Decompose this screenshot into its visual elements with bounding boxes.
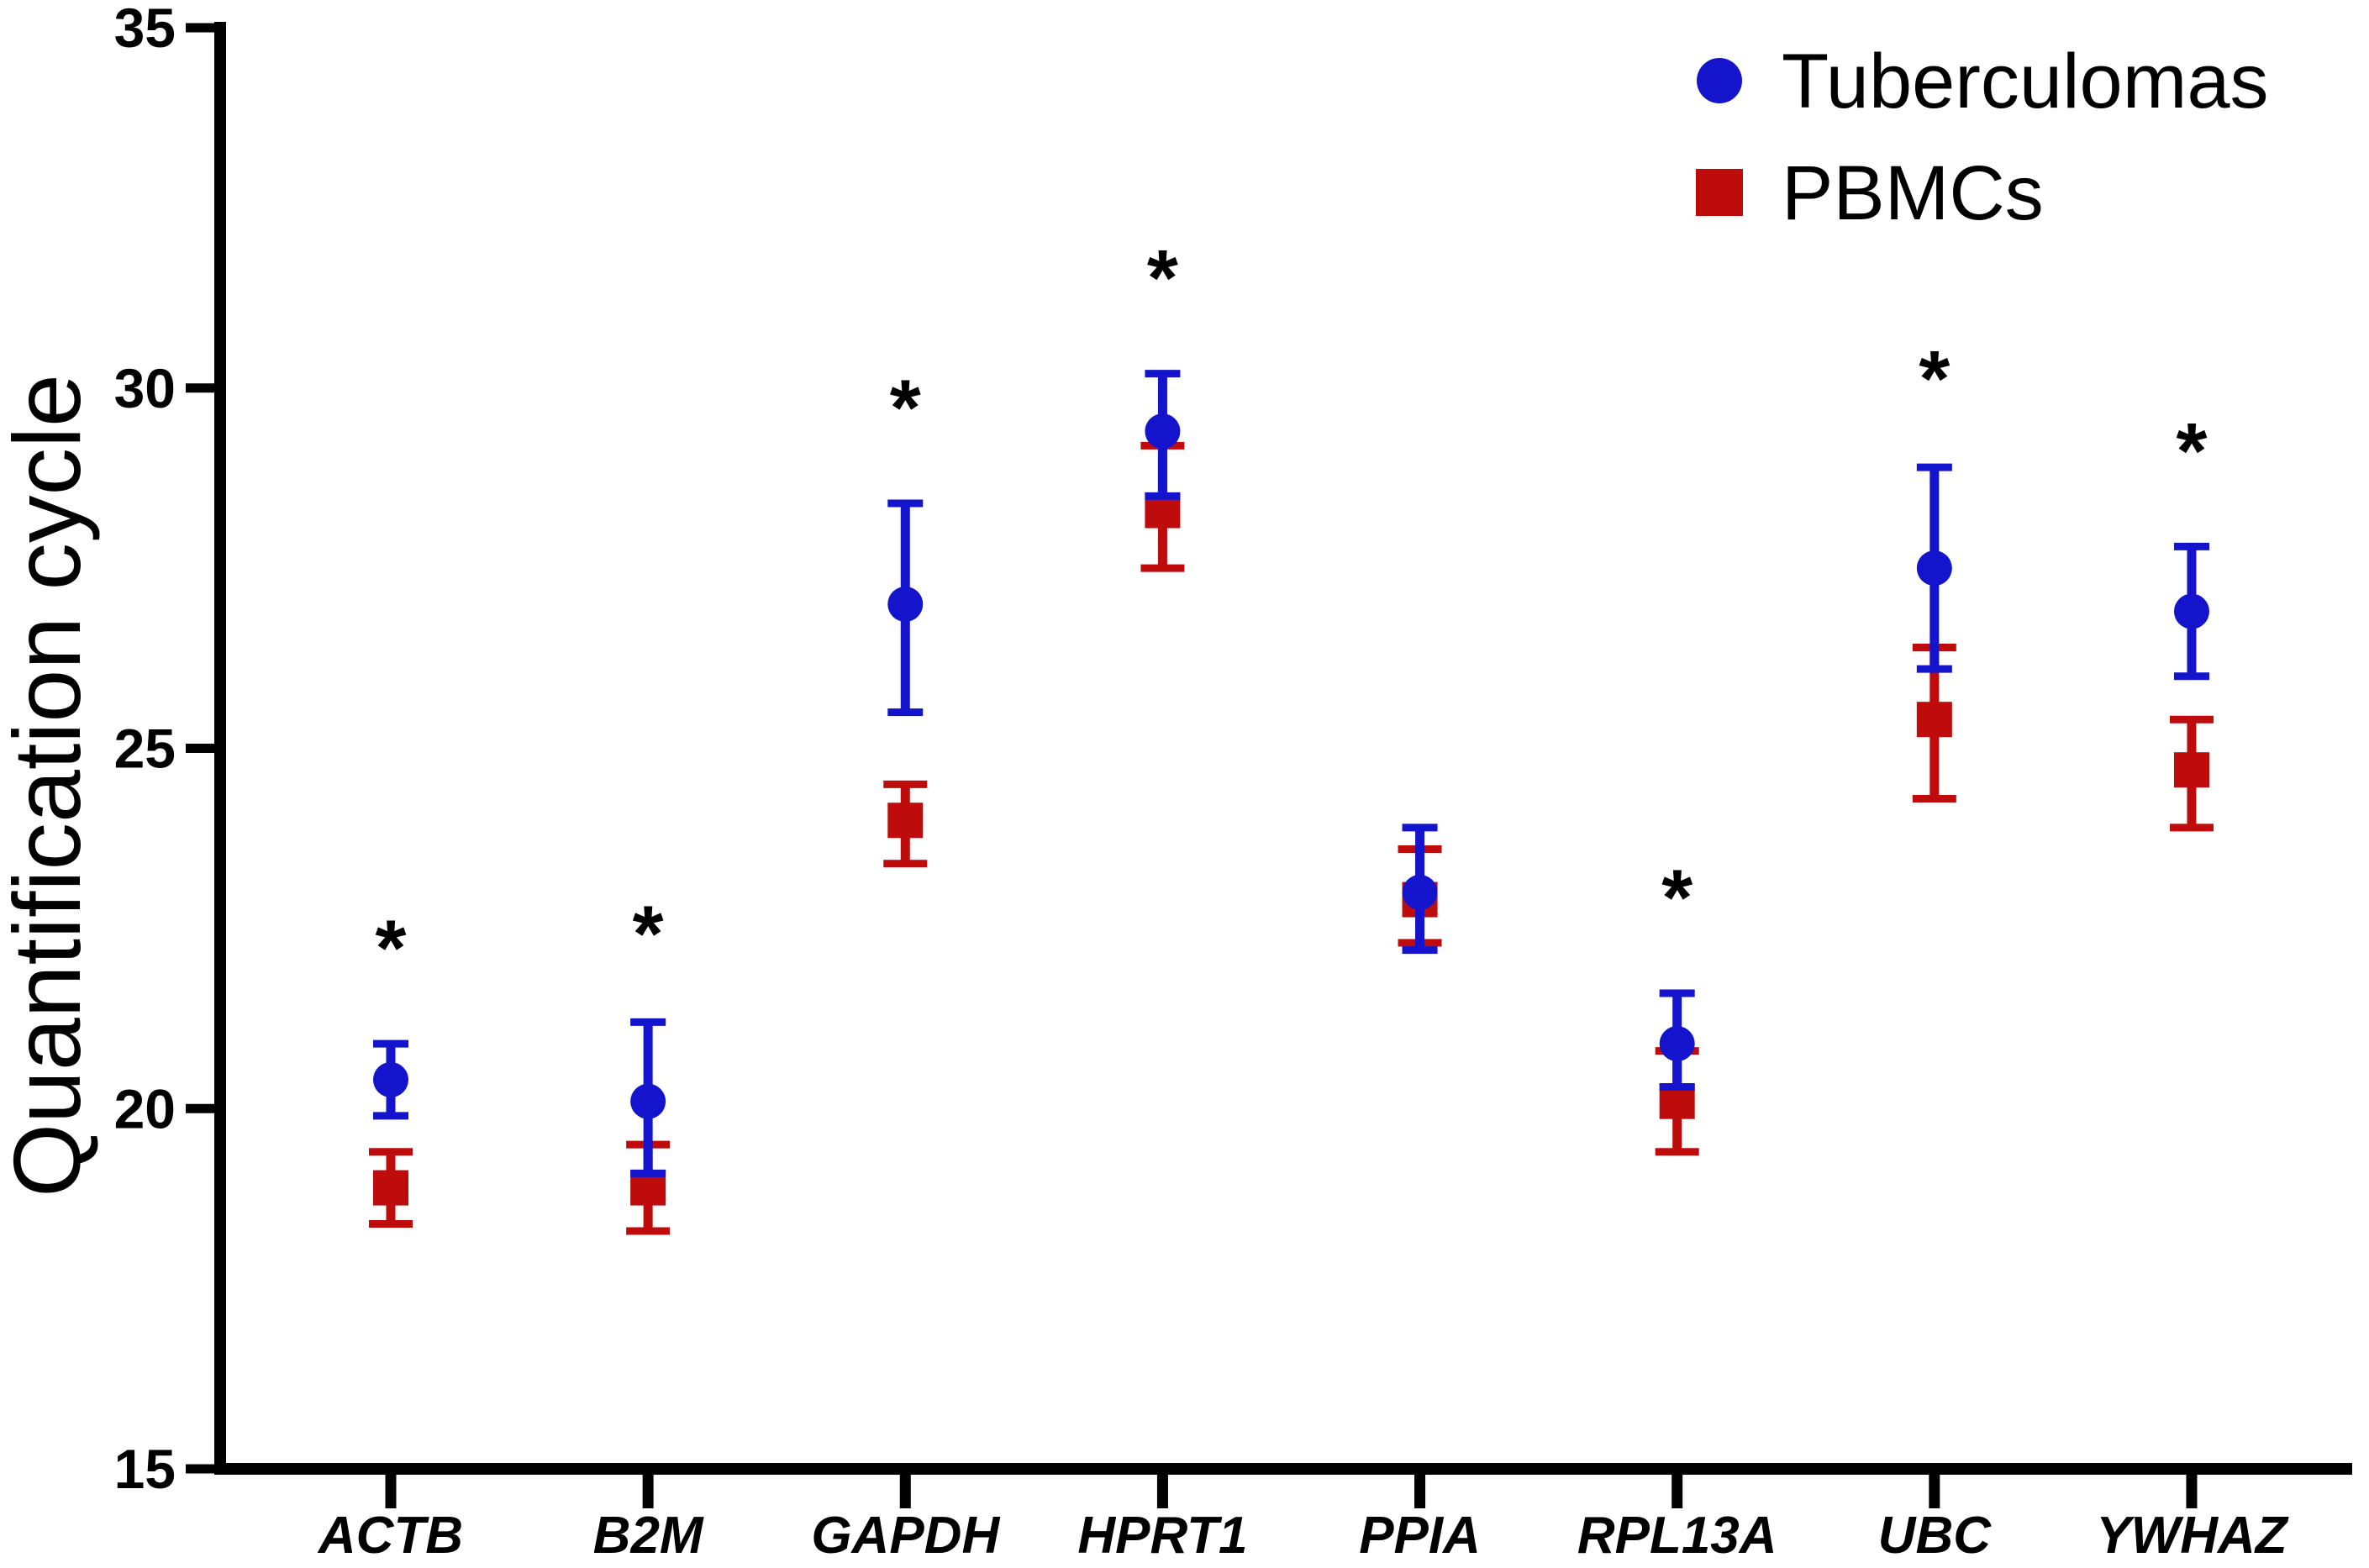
significance-asterisk: * [2176,407,2207,496]
significance-asterisk: * [633,889,664,978]
significance-asterisk: * [376,903,407,992]
x-tick-label-ubc: UBC [1878,1507,1993,1565]
legend-label: PBMCs [1782,150,2044,236]
y-tick-label: 30 [114,357,176,419]
y-tick-label: 15 [114,1438,176,1500]
x-tick-label-ppia: PPIA [1359,1507,1481,1565]
series-tuberculomas-data-point [887,587,924,622]
significance-asterisk: * [1147,234,1178,323]
series-tuberculomas-data-point [1659,1026,1695,1062]
series-tuberculomas-data-point [630,1083,666,1119]
series-tuberculomas-data-point [1916,550,1952,587]
significance-asterisk: * [1661,853,1693,942]
legend-label: Tuberculomas [1782,39,2269,124]
series-pbmcs-data-point [887,802,924,839]
x-tick-label-rpl13a: RPL13A [1577,1507,1777,1565]
x-tick-label-actb: ACTB [317,1507,463,1565]
x-tick-label-gapdh: GAPDH [811,1507,1000,1565]
series-tuberculomas-data-point [2173,593,2209,629]
series-pbmcs-data-point [2173,752,2209,788]
y-tick-label: 35 [114,0,176,59]
significance-asterisk: * [890,363,921,452]
y-axis-title: Quantification cycle [0,374,100,1197]
series-pbmcs-data-point [1916,702,1952,738]
y-tick-label: 20 [114,1077,176,1139]
x-tick-label-hprt1: HPRT1 [1077,1507,1247,1565]
series-tuberculomas-data-point [373,1061,408,1097]
significance-asterisk: * [1919,334,1950,424]
legend-marker-square [1696,169,1743,216]
x-tick-label-ywhaz: YWHAZ [2096,1507,2288,1565]
series-tuberculomas-data-point [1145,413,1181,450]
series-pbmcs-data-point [373,1170,408,1206]
y-tick-label: 25 [114,718,176,780]
x-tick-label-b2m: B2M [593,1507,704,1565]
series-tuberculomas-data-point [1402,875,1438,910]
legend-marker-circle [1697,58,1742,103]
